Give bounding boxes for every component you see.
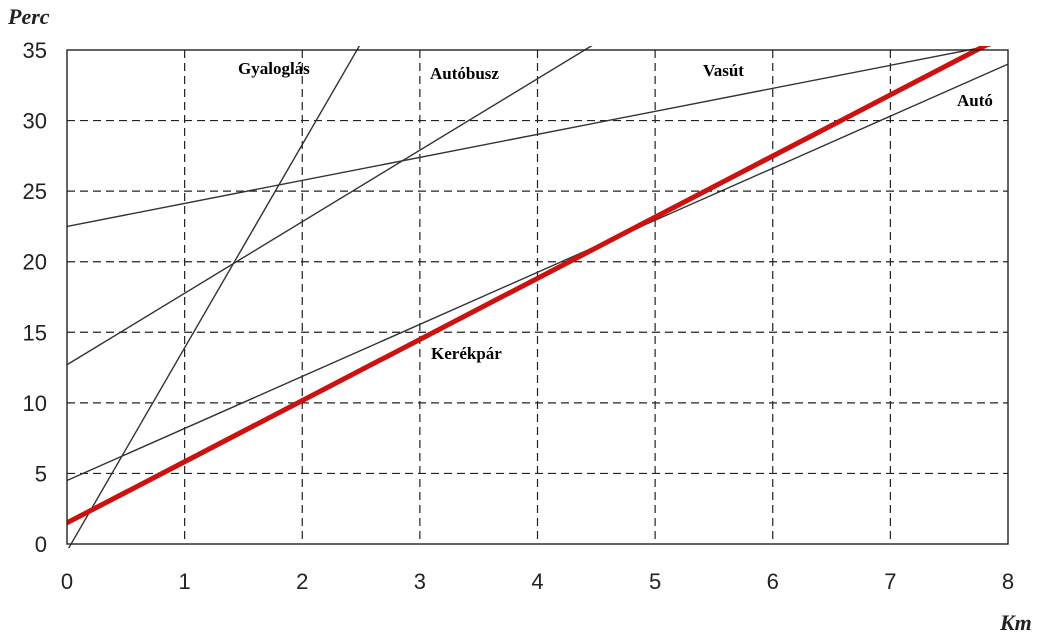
series-label: Vasút <box>703 61 744 80</box>
tick-labels: 0 1 2 3 4 5 6 7 8 0 5 10 15 20 25 30 35 <box>23 38 1015 594</box>
series-labels: Gyaloglás Autóbusz Vasút Autó Kerékpár <box>238 59 993 363</box>
x-tick-label: 7 <box>884 569 896 594</box>
y-axis-title: Perc <box>7 4 50 29</box>
series-line-autó <box>67 63 1008 482</box>
x-tick-label: 8 <box>1002 569 1014 594</box>
series-label: Gyaloglás <box>238 59 310 78</box>
y-tick-label: 25 <box>23 179 47 204</box>
x-tick-label: 3 <box>414 569 426 594</box>
x-tick-label: 6 <box>767 569 779 594</box>
x-axis-title: Km <box>999 610 1032 635</box>
y-tick-label: 0 <box>35 532 47 557</box>
y-tick-label: 15 <box>23 320 47 345</box>
y-tick-label: 20 <box>23 250 47 275</box>
plot-frame <box>66 49 1009 545</box>
y-tick-label: 10 <box>23 391 47 416</box>
y-tick-label: 5 <box>35 461 47 486</box>
series-label: Autóbusz <box>430 64 499 83</box>
series-line-vasút <box>67 46 992 228</box>
x-tick-label: 5 <box>649 569 661 594</box>
series-line-autóbusz <box>67 46 593 366</box>
series-label: Kerékpár <box>431 344 502 363</box>
x-tick-label: 0 <box>61 569 73 594</box>
series-lines <box>67 46 1008 548</box>
grid <box>67 50 1008 544</box>
x-tick-label: 2 <box>296 569 308 594</box>
y-tick-label: 35 <box>23 38 47 63</box>
y-tick-label: 30 <box>23 109 47 134</box>
series-label: Autó <box>957 91 993 110</box>
series-line-gyaloglás <box>67 46 361 548</box>
series-line-kerékpár <box>67 46 990 526</box>
x-tick-label: 1 <box>179 569 191 594</box>
x-tick-label: 4 <box>531 569 543 594</box>
